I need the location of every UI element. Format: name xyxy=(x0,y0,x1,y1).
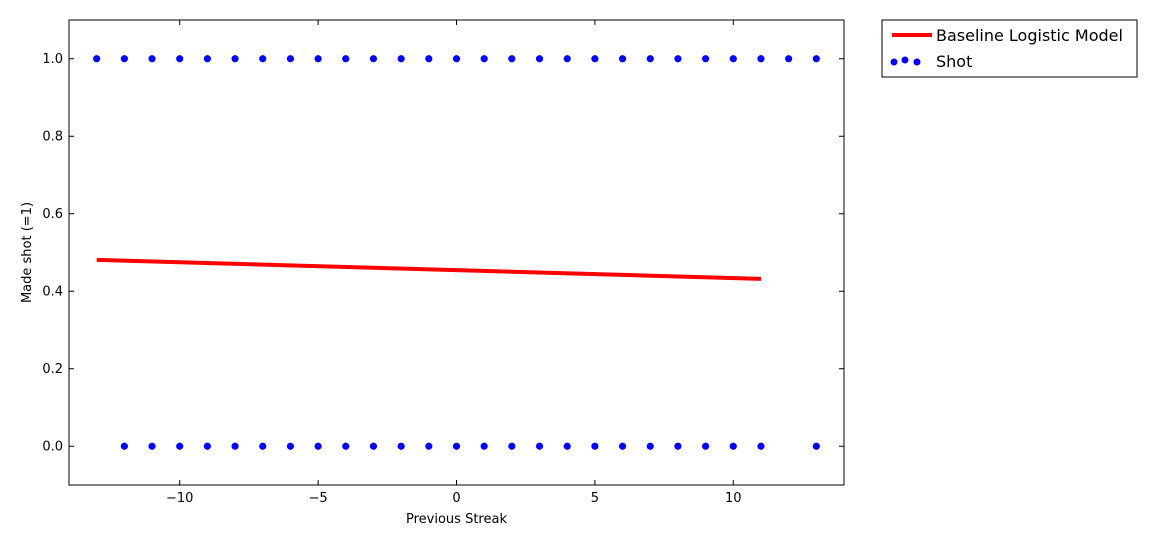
legend-box xyxy=(881,19,1138,78)
shot-point xyxy=(591,442,599,450)
shot-point xyxy=(646,55,654,63)
shot-point xyxy=(259,55,267,63)
shot-point xyxy=(369,442,378,450)
shot-point xyxy=(812,55,820,63)
shot-point xyxy=(812,442,820,450)
axes: −10 −5 0 5 10 0.0 0.2 0.4 0.6 0.8 1.0 xyxy=(42,19,845,506)
shot-point xyxy=(176,442,184,450)
shot-point xyxy=(563,55,571,63)
shot-point xyxy=(757,442,765,450)
shot-point xyxy=(757,55,765,63)
shot-point xyxy=(618,55,627,63)
legend-dot-marker xyxy=(901,56,909,64)
shot-point xyxy=(452,55,461,63)
shot-point xyxy=(286,442,295,450)
shot-point xyxy=(93,55,101,63)
shot-point xyxy=(120,442,128,450)
shot-point xyxy=(618,442,627,450)
y-tick-label: 0.0 xyxy=(42,439,63,454)
shot-point xyxy=(729,442,737,450)
y-tick-label: 0.6 xyxy=(42,207,63,222)
shot-point xyxy=(397,55,405,63)
y-tick-label: 1.0 xyxy=(42,52,63,67)
shot-point xyxy=(148,55,156,63)
shot-point xyxy=(785,55,793,63)
x-axis-label: Previous Streak xyxy=(406,512,507,527)
shot-point xyxy=(148,442,156,450)
plot-frame xyxy=(68,19,845,486)
shot-point xyxy=(203,442,211,450)
x-tick-label: −5 xyxy=(309,491,328,506)
legend-label-model: Baseline Logistic Model xyxy=(936,26,1123,45)
shot-point xyxy=(508,442,516,450)
y-tick-label: 0.8 xyxy=(42,129,63,144)
shot-point xyxy=(231,55,239,63)
y-axis-label: Made shot (=1) xyxy=(20,202,35,303)
shot-point xyxy=(425,55,433,63)
shot-point xyxy=(286,55,295,63)
legend-label-shot: Shot xyxy=(936,52,972,71)
shot-point xyxy=(203,55,211,63)
shot-point xyxy=(674,442,682,450)
shot-point xyxy=(176,55,184,63)
x-tick-label: −10 xyxy=(166,491,193,506)
shot-point xyxy=(702,442,710,450)
x-tick-label: 0 xyxy=(452,491,460,506)
y-tick-label: 0.4 xyxy=(42,284,63,299)
shot-point xyxy=(342,442,350,450)
shot-point xyxy=(535,442,544,450)
shot-point xyxy=(674,55,682,63)
legend-dot-marker xyxy=(913,58,921,66)
legend-dot-marker xyxy=(890,58,898,66)
shot-point xyxy=(120,55,128,63)
shot-point xyxy=(508,55,516,63)
x-tick-label: 5 xyxy=(591,491,599,506)
shot-point xyxy=(314,442,322,450)
shot-point xyxy=(702,55,710,63)
shot-point xyxy=(369,55,378,63)
shot-point xyxy=(397,442,405,450)
shot-point xyxy=(563,442,571,450)
shot-point xyxy=(231,442,239,450)
y-tick-label: 0.2 xyxy=(42,362,63,377)
shot-point xyxy=(314,55,322,63)
shot-point xyxy=(646,442,654,450)
shot-point xyxy=(452,442,461,450)
x-tick-label: 10 xyxy=(725,491,742,506)
shot-point xyxy=(480,442,488,450)
shot-point xyxy=(425,442,433,450)
legend: Baseline Logistic Model Shot xyxy=(881,19,1138,78)
shot-point xyxy=(259,442,267,450)
baseline-logistic-line xyxy=(96,257,762,281)
shot-point xyxy=(480,55,488,63)
shot-point xyxy=(591,55,599,63)
shot-point xyxy=(535,55,544,63)
plot-area xyxy=(93,55,820,450)
shot-point xyxy=(342,55,350,63)
shot-point xyxy=(729,55,737,63)
